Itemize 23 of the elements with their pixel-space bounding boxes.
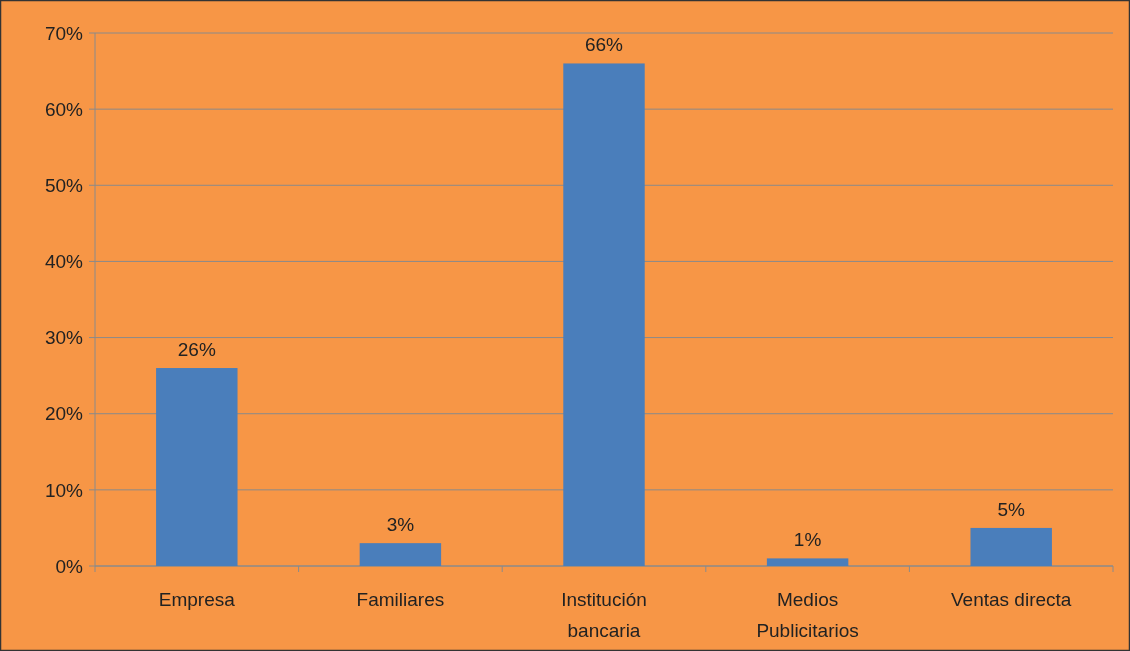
x-tick-label: Institución bancaria xyxy=(561,589,647,641)
data-label: 3% xyxy=(386,514,415,536)
y-tick-label: 0% xyxy=(55,555,84,577)
data-label: 66% xyxy=(584,34,624,56)
data-label: 5% xyxy=(997,498,1026,520)
data-label: 26% xyxy=(177,339,216,361)
y-tick-label: 30% xyxy=(44,327,84,349)
x-tick-label: Empresa xyxy=(158,589,236,610)
bar xyxy=(359,543,442,566)
x-tick-label: Ventas directa xyxy=(950,589,1072,610)
bar xyxy=(970,527,1052,566)
y-tick-label: 10% xyxy=(44,479,84,501)
x-tick-label: Familiares xyxy=(356,589,445,610)
bar xyxy=(766,558,849,566)
y-tick-label: 70% xyxy=(44,22,84,44)
y-tick-label: 50% xyxy=(44,174,84,196)
bar xyxy=(156,368,238,566)
x-tick-label: Medios Publicitarios xyxy=(756,589,859,641)
y-tick-label: 60% xyxy=(44,98,84,120)
y-tick-label: 20% xyxy=(44,403,84,425)
data-label: 1% xyxy=(793,529,822,551)
bar xyxy=(563,63,645,566)
y-tick-label: 40% xyxy=(44,251,84,273)
